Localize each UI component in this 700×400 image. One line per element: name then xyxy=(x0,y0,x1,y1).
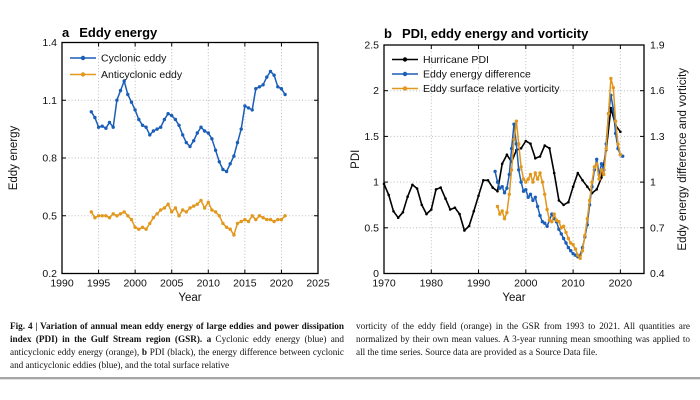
svg-text:1990: 1990 xyxy=(467,278,491,290)
legend-label: Hurricane PDI xyxy=(423,54,489,66)
svg-text:1.3: 1.3 xyxy=(650,131,665,143)
panel-a-plot: 1990 1995 2000 2005 2010 2015 2020 2025 0.2 0.5 0.… xyxy=(8,25,330,304)
svg-text:0.5: 0.5 xyxy=(364,222,379,234)
legend-marker xyxy=(402,71,408,77)
svg-text:1.4: 1.4 xyxy=(42,37,57,49)
svg-text:0.5: 0.5 xyxy=(42,210,57,222)
tick-marks xyxy=(61,42,319,274)
caption-text: Fig. 4 | Variation of annual mean eddy e… xyxy=(10,321,344,345)
svg-text:2020: 2020 xyxy=(609,278,633,290)
svg-text:1.6: 1.6 xyxy=(650,85,665,97)
svg-text:2010: 2010 xyxy=(561,278,585,290)
legend-label: Cyclonic eddy xyxy=(101,53,167,65)
svg-text:0.2: 0.2 xyxy=(42,268,57,280)
caption-text: a xyxy=(206,334,212,345)
legend-marker xyxy=(402,86,408,91)
gridlines xyxy=(62,42,318,274)
legend: Hurricane PDI Eddy energy difference Eddy … xyxy=(392,54,560,95)
legend-label: Eddy surface relative vorticity xyxy=(423,83,560,95)
caption-text: Cyclonic eddy energy (blue) and anticycl… xyxy=(10,334,344,358)
svg-text:1990: 1990 xyxy=(50,278,74,290)
svg-text:1: 1 xyxy=(373,177,379,189)
panel-title: b PDI, eddy energy and vorticity xyxy=(384,26,589,41)
svg-text:2025: 2025 xyxy=(306,278,330,290)
svg-text:2: 2 xyxy=(373,85,379,97)
legend-marker xyxy=(402,57,408,62)
svg-text:2020: 2020 xyxy=(270,278,294,290)
caption-column-left: Fig. 4 | Variation of annual mean eddy e… xyxy=(10,320,344,373)
figure-4-charts: 1990 1995 2000 2005 2010 2015 2020 2025 0.2 0.5 0.… xyxy=(8,25,689,304)
svg-text:2015: 2015 xyxy=(233,278,257,290)
svg-text:0.4: 0.4 xyxy=(650,268,665,280)
panel-title: a Eddy energy xyxy=(62,25,158,40)
tick-labels: 1990 1995 2000 2005 2010 2015 2020 2025 0.2 0.5 0.… xyxy=(42,37,329,290)
svg-text:2005: 2005 xyxy=(160,278,184,290)
svg-text:1: 1 xyxy=(650,177,656,189)
panel-b-plot: 1970 1980 1990 2000 2010 2020 0 0.5 1 1.5 2 2.5 0.4 0… xyxy=(350,26,689,304)
caption-column-right: vorticity of the eddy field (orange) in … xyxy=(356,320,690,373)
axes-box xyxy=(383,44,645,275)
svg-text:1.9: 1.9 xyxy=(650,40,665,52)
series-line xyxy=(90,199,286,236)
y-axis-label-right: Eddy energy difference and vorticity xyxy=(677,68,689,251)
figure-caption: Fig. 4 | Variation of annual mean eddy e… xyxy=(10,320,690,373)
legend: Cyclonic eddy Anticyclonic eddy xyxy=(70,53,183,81)
series-markers xyxy=(493,93,625,259)
svg-text:2000: 2000 xyxy=(123,278,147,290)
svg-text:2010: 2010 xyxy=(197,278,221,290)
caption-text: b xyxy=(141,347,147,358)
separator-line xyxy=(0,377,700,380)
svg-text:1980: 1980 xyxy=(420,278,444,290)
tick-labels: 1970 1980 1990 2000 2010 2020 0 0.5 1 1.5 2 2.5 0.4 0… xyxy=(364,40,664,290)
series-markers xyxy=(89,69,287,174)
series-markers xyxy=(89,198,287,237)
svg-text:2000: 2000 xyxy=(514,278,538,290)
svg-text:1.5: 1.5 xyxy=(364,131,379,143)
legend-marker xyxy=(80,55,86,61)
svg-text:1.1: 1.1 xyxy=(42,95,57,107)
legend-label: Eddy energy difference xyxy=(423,69,531,81)
y-axis-label-left: PDI xyxy=(350,150,362,169)
svg-text:0: 0 xyxy=(373,268,379,280)
y-axis-label-left: Eddy energy xyxy=(8,125,20,190)
caption-text: vorticity of the eddy field (orange) in … xyxy=(356,321,690,358)
svg-text:1995: 1995 xyxy=(87,278,111,290)
x-axis-label: Year xyxy=(502,292,525,304)
caption-text: PDI (black), the energy difference betwe… xyxy=(10,347,344,371)
series-line xyxy=(90,70,286,173)
x-axis-label: Year xyxy=(178,292,201,304)
svg-text:0.7: 0.7 xyxy=(650,222,665,234)
legend-marker xyxy=(80,72,86,77)
svg-text:2.5: 2.5 xyxy=(364,40,379,52)
tick-marks xyxy=(383,44,644,274)
legend-label: Anticyclonic eddy xyxy=(101,69,183,81)
svg-text:0.8: 0.8 xyxy=(42,153,57,165)
series-markers xyxy=(495,76,623,260)
svg-text:1970: 1970 xyxy=(372,278,396,290)
